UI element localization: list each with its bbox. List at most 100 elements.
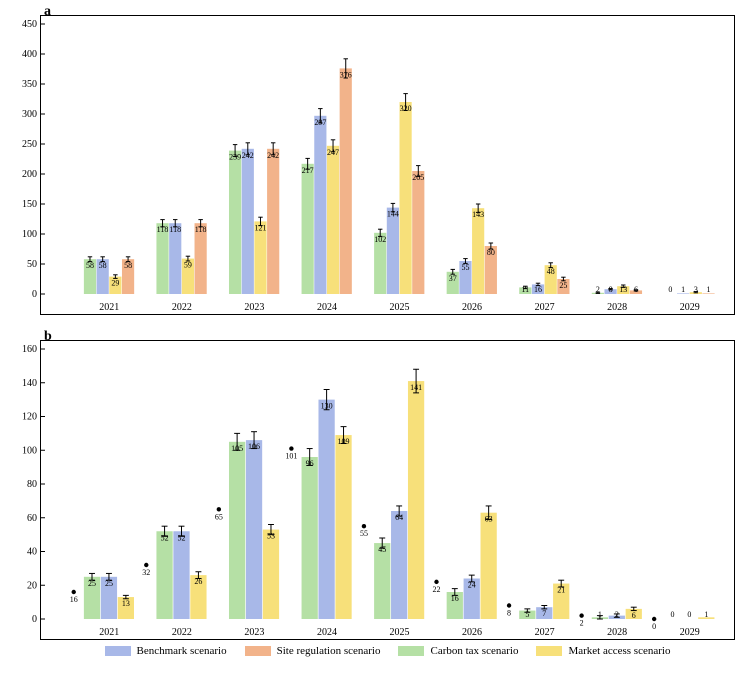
y-tick-label: 400 — [22, 49, 37, 60]
x-tick-label: 2023 — [244, 302, 264, 313]
y-tick-label: 80 — [27, 479, 37, 490]
bar-value-label: 25 — [105, 579, 113, 588]
bar-market_access — [327, 146, 339, 294]
bar-benchmark — [246, 440, 262, 619]
legend-item-site_regulation: Site regulation scenario — [245, 645, 381, 657]
y-tick-label: 100 — [22, 445, 37, 456]
x-tick-label: 2025 — [390, 302, 410, 313]
bar-value-label: 25 — [559, 281, 567, 290]
benchmark-dot-label: 0 — [652, 622, 656, 631]
y-tick-label: 60 — [27, 513, 37, 524]
bar-benchmark — [173, 531, 189, 619]
y-tick-label: 100 — [22, 229, 37, 240]
bar-value-label: 80 — [487, 248, 495, 257]
x-tick-label: 2026 — [462, 302, 482, 313]
bar-value-label: 58 — [99, 261, 107, 270]
bar-value-label: 21 — [557, 586, 565, 595]
legend-label-site_regulation: Site regulation scenario — [277, 645, 381, 657]
bar-value-label: 0 — [668, 285, 672, 294]
y-tick-label: 50 — [27, 259, 37, 270]
bar-market_access — [335, 435, 351, 619]
benchmark-dot-label: 55 — [360, 529, 368, 538]
bar-site_regulation — [267, 149, 279, 294]
x-tick-label: 2028 — [607, 302, 627, 313]
bar-value-label: 6 — [632, 611, 636, 620]
bar-market_access — [481, 513, 497, 619]
benchmark-dot-label: 65 — [215, 512, 223, 521]
benchmark-dot-label: 2 — [580, 619, 584, 628]
bar-value-label: 7 — [542, 609, 546, 618]
bar-carbon_tax — [156, 531, 172, 619]
legend: Benchmark scenario Site regulation scenar… — [40, 645, 735, 657]
bar-value-label: 63 — [485, 515, 493, 524]
y-tick-label: 40 — [27, 547, 37, 558]
bar-site_regulation — [412, 171, 424, 294]
bar-value-label: 144 — [387, 210, 399, 219]
bar-value-label: 16 — [451, 594, 459, 603]
bar-value-label: 242 — [242, 151, 254, 160]
legend-label-market_access: Market access scenario — [568, 645, 670, 657]
bar-value-label: 58 — [86, 261, 94, 270]
bar-market_access — [263, 530, 279, 619]
bar-carbon_tax — [302, 164, 314, 294]
benchmark-dot — [144, 563, 148, 567]
x-tick-label: 2023 — [244, 627, 264, 638]
y-tick-label: 0 — [32, 614, 37, 625]
bar-value-label: 217 — [302, 166, 314, 175]
x-tick-label: 2024 — [317, 302, 337, 313]
legend-item-market_access: Market access scenario — [536, 645, 670, 657]
bar-benchmark — [242, 149, 254, 294]
x-tick-label: 2022 — [172, 302, 192, 313]
x-tick-label: 2028 — [607, 627, 627, 638]
bar-carbon_tax — [374, 543, 390, 619]
bar-value-label: 1 — [704, 610, 708, 619]
bar-market_access — [400, 102, 412, 294]
bar-value-label: 2 — [596, 285, 600, 294]
benchmark-dot-label: 101 — [285, 452, 297, 461]
bar-value-label: 13 — [619, 285, 627, 294]
bar-value-label: 52 — [161, 533, 169, 542]
chart-panel-b: 0204060801001201401602021162525132022325… — [40, 340, 735, 640]
bar-value-label: 64 — [395, 513, 403, 522]
bar-value-label: 16 — [534, 285, 542, 294]
x-tick-label: 2029 — [680, 302, 700, 313]
x-tick-label: 2029 — [680, 627, 700, 638]
y-tick-label: 160 — [22, 344, 37, 355]
x-tick-label: 2027 — [535, 627, 555, 638]
x-tick-label: 2021 — [99, 627, 119, 638]
y-tick-label: 20 — [27, 580, 37, 591]
bar-value-label: 141 — [410, 383, 422, 392]
chart-panel-a: 0501001502002503003504004502021585829582… — [40, 15, 735, 315]
x-tick-label: 2026 — [462, 627, 482, 638]
legend-item-benchmark: Benchmark scenario — [105, 645, 227, 657]
legend-swatch-benchmark — [105, 646, 131, 656]
y-tick-label: 300 — [22, 109, 37, 120]
benchmark-dot — [72, 590, 76, 594]
bar-benchmark — [318, 400, 334, 619]
bar-value-label: 6 — [634, 285, 638, 294]
bar-benchmark — [314, 116, 326, 294]
benchmark-dot — [434, 580, 438, 584]
bar-value-label: 37 — [449, 274, 457, 283]
bar-value-label: 1 — [598, 610, 602, 619]
bar-value-label: 105 — [231, 444, 243, 453]
bar-value-label: 13 — [122, 599, 130, 608]
bar-value-label: 52 — [177, 533, 185, 542]
y-tick-label: 200 — [22, 169, 37, 180]
bar-value-label: 53 — [267, 532, 275, 541]
bar-value-label: 247 — [327, 148, 339, 157]
bar-value-label: 297 — [314, 118, 326, 127]
bar-value-label: 45 — [378, 545, 386, 554]
bar-value-label: 118 — [195, 225, 207, 234]
bar-value-label: 0 — [670, 610, 674, 619]
bar-value-label: 320 — [400, 104, 412, 113]
bar-value-label: 24 — [468, 581, 476, 590]
bar-value-label: 58 — [124, 261, 132, 270]
y-tick-label: 140 — [22, 378, 37, 389]
benchmark-dot-label: 8 — [507, 609, 511, 618]
bar-carbon_tax — [229, 151, 241, 294]
bar-value-label: 55 — [461, 263, 469, 272]
x-tick-label: 2024 — [317, 627, 337, 638]
bar-value-label: 3 — [694, 285, 698, 294]
bar-value-label: 118 — [157, 225, 169, 234]
